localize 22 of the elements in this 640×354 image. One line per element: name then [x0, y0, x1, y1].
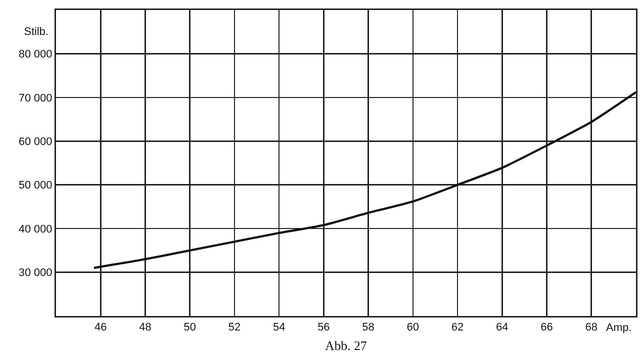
- x-tick-label: 46: [94, 322, 107, 334]
- line-series: [92, 91, 636, 270]
- y-tick-label: 80 000: [18, 48, 52, 61]
- x-tick-label: 56: [318, 322, 330, 334]
- x-tick-label: 54: [272, 322, 286, 334]
- x-tick-label: 60: [406, 322, 420, 334]
- text: Abb. 27: [325, 338, 368, 353]
- x-tick-label: 64: [496, 322, 508, 334]
- x-tick-label: 62: [451, 322, 464, 334]
- x-tick-label: 48: [139, 322, 152, 334]
- y-tick-label: 40 000: [18, 223, 52, 236]
- x-tick-label: 68: [585, 322, 598, 334]
- x-tick-label: 66: [540, 322, 553, 334]
- x-tick-label: 50: [184, 322, 196, 334]
- y-tick-label: 30 000: [18, 267, 52, 280]
- y-tick-label: 60 000: [18, 136, 52, 148]
- y-tick-label: 70 000: [18, 92, 52, 104]
- y-tick-label: 50 000: [18, 180, 52, 192]
- x-axis-title: Amp.: [606, 322, 632, 334]
- y-axis-title: Stilb.: [24, 26, 48, 38]
- x-tick-label: 58: [362, 322, 374, 334]
- x-tick-label: 52: [228, 322, 241, 334]
